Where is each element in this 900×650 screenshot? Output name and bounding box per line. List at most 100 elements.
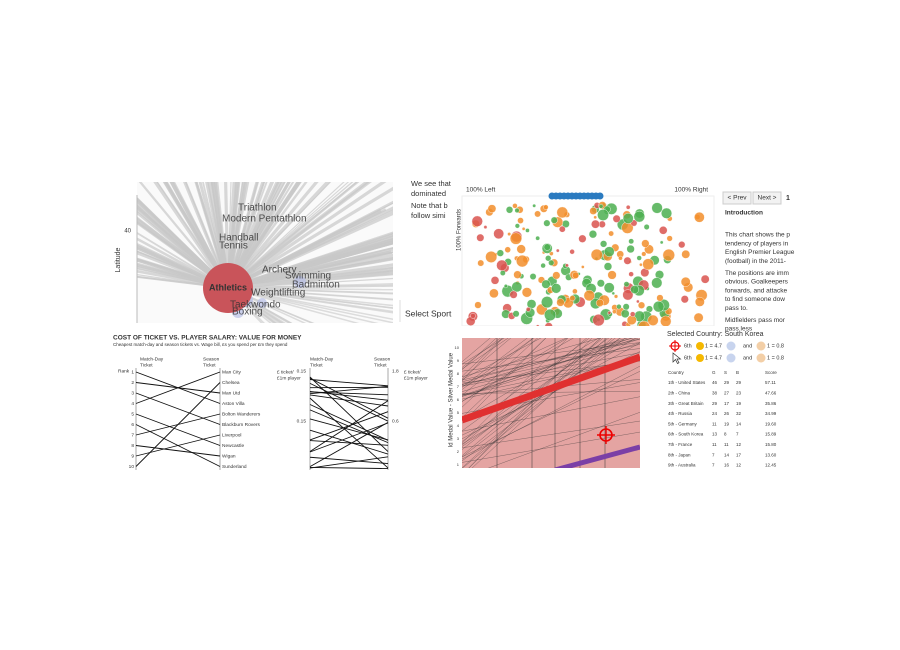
player-dot: [589, 207, 598, 215]
value-line: [468, 338, 593, 468]
table-cell: 29: [736, 380, 742, 385]
player-dot: [512, 310, 520, 318]
player-dot: [514, 207, 520, 213]
table-cell: 2th - China: [668, 390, 691, 395]
link-line: [138, 182, 229, 289]
player-dot: [620, 309, 630, 319]
player-dot: [680, 276, 691, 287]
medal-table: Selected Country: South Korea 6th 1 = 4.7 a…: [667, 331, 784, 468]
value-line: [462, 338, 587, 446]
player-dot: [569, 295, 576, 302]
sport-label: Handball: [219, 233, 258, 244]
y-tick-label: 1: [457, 462, 460, 467]
y-tick-label: 4: [457, 423, 460, 428]
sport-node: [257, 298, 267, 308]
link-line: [227, 287, 393, 301]
link-line: [137, 247, 229, 289]
player-dot: [471, 215, 483, 227]
player-dot: [628, 271, 634, 277]
table-cell: 9th - Australia: [668, 463, 696, 468]
team-label: Sunderland: [222, 464, 247, 470]
table-cell: 46: [712, 380, 718, 385]
link-line: [227, 182, 360, 289]
table-cell: 34.99: [765, 411, 777, 416]
player-dot: [503, 284, 508, 289]
link-line: [226, 182, 319, 290]
left-label: 100% Left: [466, 187, 495, 194]
link-line: [137, 237, 229, 290]
player-dot: [581, 265, 585, 269]
prev-button[interactable]: [722, 191, 752, 205]
ratio-label: £1m player: [277, 375, 301, 381]
medal-chart: [462, 338, 640, 468]
legend-gold: 1 = 4.7: [705, 355, 722, 361]
table-cell: 32: [736, 411, 742, 416]
slope-line: [309, 377, 389, 419]
player-dot: [569, 249, 575, 255]
player-dot: [642, 258, 655, 271]
player-dot: [666, 235, 673, 242]
sports-map-axis: 40 Latitude: [115, 195, 138, 323]
value-line: [471, 338, 613, 468]
gold-swatch: [696, 342, 704, 350]
link-line: [226, 182, 259, 289]
value-line: [462, 338, 610, 442]
player-dot: [521, 227, 526, 231]
column-header: Ticket: [203, 362, 216, 368]
player-dot: [516, 244, 526, 254]
player-dot: [540, 262, 546, 269]
player-dot: [499, 270, 506, 276]
player-dot: [694, 296, 705, 307]
next-button[interactable]: [752, 191, 782, 205]
rank-label: 9: [131, 453, 134, 459]
player-dot: [656, 294, 664, 302]
intro-line: to find someone dow: [725, 296, 785, 303]
player-dot: [599, 240, 608, 248]
player-dot: [604, 246, 615, 257]
tick-label: 0.6: [392, 418, 399, 424]
link-line: [227, 182, 387, 290]
player-dot: [659, 240, 664, 245]
table-cell: 13.60: [765, 452, 777, 457]
player-dot: [550, 216, 558, 224]
link-line: [227, 287, 379, 323]
rank-label: 1: [131, 369, 134, 375]
player-dot: [636, 255, 642, 261]
legend-rank: 6th: [684, 343, 692, 349]
player-dot: [517, 217, 524, 224]
rank-label: 4: [131, 401, 134, 407]
player-dot: [558, 225, 566, 233]
link-line: [205, 182, 230, 289]
player-dot: [596, 279, 605, 288]
player-dot: [496, 249, 504, 257]
slope-line: [309, 467, 389, 470]
value-line: [462, 338, 574, 402]
player-dot: [541, 296, 554, 309]
ratio-label: £1m player: [404, 375, 428, 381]
select-label: Select Sport: [405, 308, 452, 318]
player-dot: [660, 315, 672, 326]
player-dot: [591, 219, 600, 229]
sport-label: Swimming: [285, 271, 331, 282]
link-line: [137, 265, 229, 290]
slope-line: [135, 445, 221, 457]
link-line: [198, 182, 230, 289]
player-dot: [556, 298, 565, 307]
player-dot: [662, 248, 675, 262]
link-line: [137, 269, 229, 290]
value-line: [462, 338, 640, 392]
link-line: [227, 182, 350, 289]
y-axis-label: Latitude: [115, 247, 122, 272]
table-cell: 8: [724, 432, 727, 437]
player-dot: [578, 234, 587, 243]
player-dot: [545, 255, 552, 262]
player-dot: [593, 215, 597, 220]
intro-panel: < Prev Next > 1 Introduction This chart show…: [722, 191, 795, 333]
highlight-node: [203, 263, 253, 313]
highlight-line: [462, 353, 640, 424]
player-dot: [641, 251, 647, 257]
team-label: Bolton Wanderers: [222, 411, 261, 417]
player-dot: [543, 243, 551, 251]
